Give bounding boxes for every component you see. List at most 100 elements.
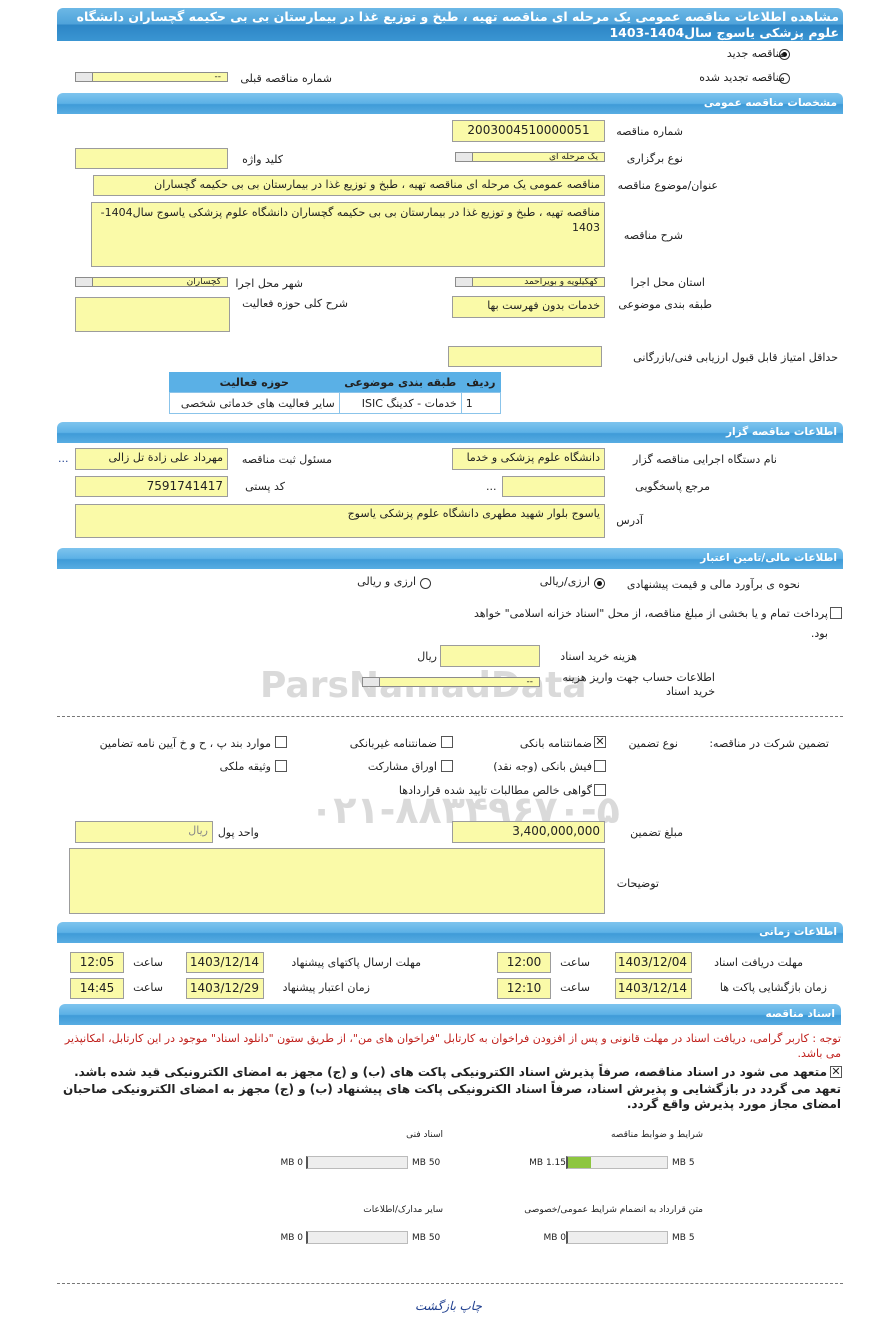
- doc-deadline-date[interactable]: 1403/12/04: [615, 952, 692, 973]
- description-field[interactable]: مناقصه تهیه ، طبخ و توزیع غذا در بیمارست…: [91, 202, 605, 267]
- cell: خدمات - کدینگ ISIC: [338, 392, 462, 414]
- footer-links: چاپ بازگشت: [415, 1299, 482, 1313]
- guarantee-amount-field[interactable]: 3,400,000,000: [452, 821, 605, 843]
- submit-deadline-time[interactable]: 12:05: [70, 952, 124, 973]
- cell: سایر فعالیت های خدماتی شخصی: [168, 392, 340, 414]
- bank-guarantee-label: ضمانتنامه بانکی: [519, 737, 592, 750]
- address-label: آدرس: [616, 514, 643, 527]
- fx-rial-radio[interactable]: [420, 578, 431, 589]
- city-select[interactable]: گچساران: [75, 277, 228, 287]
- nonbank-guarantee-label: ضمانتنامه غیربانکی: [349, 737, 437, 750]
- bank-receipt-checkbox[interactable]: [594, 760, 606, 772]
- table-row: 1 خدمات - کدینگ ISIC سایر فعالیت های خدمات…: [168, 392, 502, 414]
- activity-field[interactable]: [75, 297, 230, 332]
- responsible-field[interactable]: مهرداد علی زادة تل زالی: [75, 448, 228, 470]
- validity-time[interactable]: 14:45: [70, 978, 124, 999]
- file-label: متن قرارداد به انضمام شرایط عمومی/خصوصی: [524, 1205, 703, 1215]
- postal-code-field[interactable]: 7591741417: [75, 476, 228, 497]
- file-max: 5 MB: [672, 1233, 695, 1243]
- time-label: ساعت: [133, 956, 163, 969]
- cell: 1: [460, 392, 502, 414]
- commit-text-1: متعهد می شود در اسناد مناقصه، صرفاً پذیر…: [74, 1065, 827, 1079]
- col-row: ردیف: [461, 372, 501, 393]
- nonbank-guarantee-checkbox[interactable]: [441, 736, 453, 748]
- reference-label: مرجع پاسخگویی: [635, 480, 710, 493]
- account-label: اطلاعات حساب جهت واریز هزینه خرید اسناد: [562, 671, 715, 698]
- guarantee-type-label: نوع تضمین: [628, 737, 678, 750]
- org-field[interactable]: دانشگاه علوم پزشکی و خدما: [452, 448, 605, 470]
- holding-type-select[interactable]: یک مرحله ای: [455, 152, 605, 162]
- receivables-label: گواهی خالص مطالبات تایید شده قراردادها: [398, 784, 592, 797]
- section-finance: اطلاعات مالی/تامین اعتبار: [57, 548, 843, 569]
- file-size: 0 MB: [280, 1233, 303, 1243]
- file-max: 50 MB: [412, 1158, 441, 1168]
- opening-label: زمان بازگشایی پاکت ها: [719, 981, 827, 994]
- org-label: نام دستگاه اجرایی مناقصه گزار: [633, 453, 777, 466]
- file-progress-fill: [568, 1157, 591, 1168]
- time-label: ساعت: [133, 981, 163, 994]
- bank-guarantee-checkbox[interactable]: ✕: [594, 735, 606, 748]
- opening-date[interactable]: 1403/12/14: [615, 978, 692, 999]
- responsible-label: مسئول ثبت مناقصه: [241, 453, 332, 466]
- opening-time[interactable]: 12:10: [497, 978, 551, 999]
- holding-type-label: نوع برگزاری: [626, 152, 683, 165]
- min-score-label: حداقل امتیاز قابل قبول ارزیابی فنی/بازرگ…: [633, 351, 838, 364]
- file-max: 50 MB: [412, 1233, 441, 1243]
- bonds-label: اوراق مشارکت: [367, 760, 437, 773]
- reference-more-link[interactable]: ...: [486, 480, 497, 493]
- notes-field[interactable]: [69, 848, 605, 914]
- keyword-field[interactable]: [75, 148, 228, 169]
- submit-deadline-date[interactable]: 1403/12/14: [186, 952, 264, 973]
- file-label: شرایط و ضوابط مناقصه: [610, 1130, 703, 1140]
- section-documents: اسناد مناقصه: [59, 1004, 841, 1025]
- doc-fee-unit: ریال: [417, 650, 437, 663]
- city-label: شهر محل اجرا: [235, 277, 303, 290]
- prev-number-select[interactable]: --: [75, 72, 228, 82]
- rial-label: ارزی/ریالی: [539, 575, 590, 588]
- currency-field[interactable]: ریال: [75, 821, 213, 843]
- validity-date[interactable]: 1403/12/29: [186, 978, 264, 999]
- file-size: 0 MB: [543, 1233, 566, 1243]
- divider: [57, 1283, 843, 1284]
- activity-table: ردیف طبقه بندی موضوعی حوزه فعالیت 1 خدمات -…: [168, 372, 502, 414]
- clause-items-label: موارد بند پ ، ح و خ آیین نامه تضامین: [99, 737, 271, 750]
- renewed-tender-label: مناقصه تجدید شده: [699, 71, 785, 84]
- file-progress-bar: [306, 1231, 408, 1244]
- account-select[interactable]: --: [362, 677, 540, 687]
- subject-label: عنوان/موضوع مناقصه: [617, 179, 718, 192]
- doc-fee-label: هزینه خرید اسناد: [560, 650, 637, 663]
- bonds-checkbox[interactable]: [441, 760, 453, 772]
- renewed-tender-radio[interactable]: [779, 73, 790, 84]
- property-checkbox[interactable]: [275, 760, 287, 772]
- responsible-more-link[interactable]: ...: [58, 452, 69, 465]
- reference-field[interactable]: [502, 476, 605, 497]
- address-field[interactable]: یاسوج بلوار شهید مطهری دانشگاه علوم پزشک…: [75, 504, 605, 538]
- col-activity: حوزه فعالیت: [169, 372, 340, 393]
- tender-number-field[interactable]: 2003004510000051: [452, 120, 605, 142]
- new-tender-radio[interactable]: [779, 49, 790, 60]
- rial-radio[interactable]: [594, 578, 605, 589]
- clause-items-checkbox[interactable]: [275, 736, 287, 748]
- doc-fee-field[interactable]: [440, 645, 540, 667]
- page-title: مشاهده اطلاعات مناقصه عمومی یک مرحله ای …: [57, 8, 843, 41]
- print-link[interactable]: چاپ: [459, 1299, 482, 1313]
- receivables-checkbox[interactable]: [594, 784, 606, 796]
- commit-checkbox[interactable]: ✕: [830, 1065, 842, 1078]
- section-organizer: اطلاعات مناقصه گزار: [57, 422, 843, 443]
- time-label: ساعت: [560, 956, 590, 969]
- back-link[interactable]: بازگشت: [415, 1299, 456, 1313]
- section-timing: اطلاعات زمانی: [57, 922, 843, 943]
- subject-field[interactable]: مناقصه عمومی یک مرحله ای مناقصه تهیه ، ط…: [93, 175, 605, 196]
- prev-number-label: شماره مناقصه قبلی: [240, 72, 332, 85]
- submit-deadline-label: مهلت ارسال پاکتهای پیشنهاد: [291, 956, 421, 969]
- divider: [57, 716, 843, 717]
- category-field[interactable]: خدمات بدون فهرست بها: [452, 296, 605, 318]
- documents-note: توجه : کاربر گرامی، دریافت اسناد در مهلت…: [64, 1032, 841, 1060]
- min-score-field[interactable]: [448, 346, 602, 367]
- category-label: طبقه بندی موضوعی: [618, 298, 712, 311]
- treasury-checkbox[interactable]: [830, 607, 842, 619]
- new-tender-label: مناقصه جدید: [726, 47, 785, 60]
- doc-deadline-time[interactable]: 12:00: [497, 952, 551, 973]
- province-select[interactable]: کهگیلویه و بویراحمد: [455, 277, 605, 287]
